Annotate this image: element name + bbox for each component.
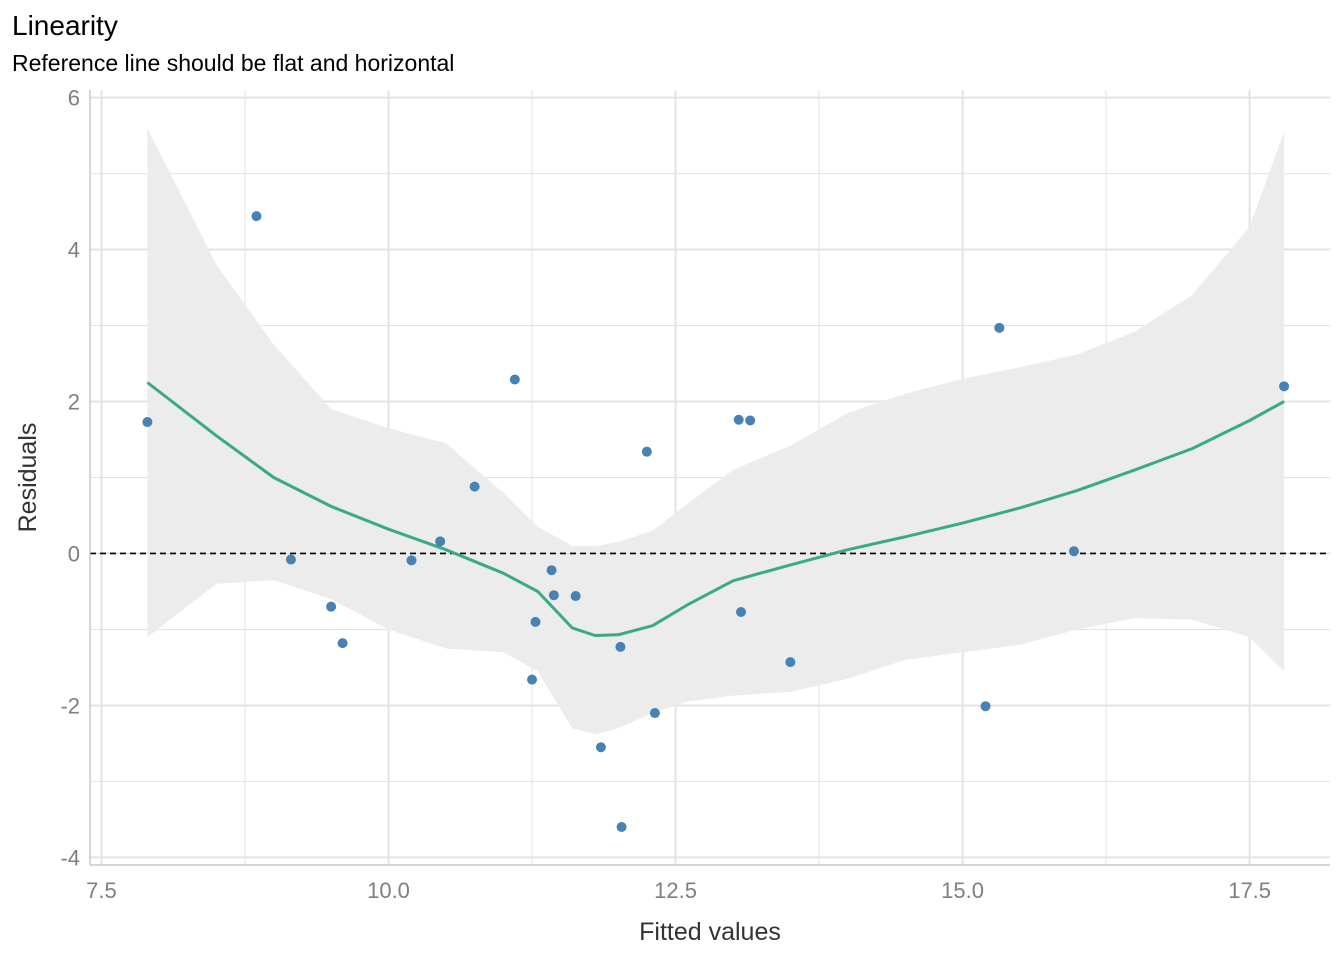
data-point [615, 641, 626, 652]
y-tick-label: 2 [68, 390, 80, 415]
data-point [1068, 546, 1079, 557]
axes-layer [89, 90, 1330, 866]
data-point [530, 616, 541, 627]
data-point [469, 481, 480, 492]
x-tick-label: 12.5 [654, 878, 697, 903]
data-point [616, 822, 627, 833]
data-point [509, 374, 520, 385]
smooth-line [146, 381, 1285, 637]
data-point [785, 657, 796, 668]
chart-title: Linearity [12, 10, 118, 41]
chart-subtitle: Reference line should be flat and horizo… [12, 50, 455, 76]
data-point [285, 554, 296, 565]
data-point [745, 415, 756, 426]
x-tick-label: 17.5 [1228, 878, 1271, 903]
y-tick-label: 4 [68, 238, 80, 263]
data-point [1279, 381, 1290, 392]
data-point [337, 638, 348, 649]
data-point [326, 601, 337, 612]
data-point [595, 742, 606, 753]
x-tick-label: 7.5 [86, 878, 117, 903]
data-point [406, 555, 417, 566]
confidence-band [147, 128, 1285, 735]
data-point [980, 701, 991, 712]
data-point [994, 322, 1005, 333]
smooth-line-layer [146, 381, 1285, 637]
x-tick-label: 10.0 [367, 878, 410, 903]
data-point [251, 211, 262, 222]
points-layer [142, 211, 1290, 833]
data-point [649, 708, 660, 719]
y-axis-title: Residuals [14, 423, 42, 533]
y-tick-label: 6 [68, 86, 80, 111]
data-point [548, 590, 559, 601]
data-point [527, 674, 538, 685]
y-tick-label: 0 [68, 541, 80, 566]
data-point [570, 591, 581, 602]
data-point [435, 536, 446, 547]
data-point [546, 565, 557, 576]
x-axis-title: Fitted values [639, 918, 781, 946]
y-tick-label: -2 [60, 693, 80, 718]
data-point [641, 446, 652, 457]
data-point [142, 417, 153, 428]
confidence-band-layer [147, 128, 1285, 735]
x-tick-label: 15.0 [941, 878, 984, 903]
data-point [736, 606, 746, 617]
y-tick-label: -4 [60, 845, 80, 870]
axis-labels-layer: 7.5 10.0 12.5 15.0 17.5 -4 -2 0 2 4 6 Fitted values… [14, 86, 1271, 946]
data-point [733, 414, 744, 425]
